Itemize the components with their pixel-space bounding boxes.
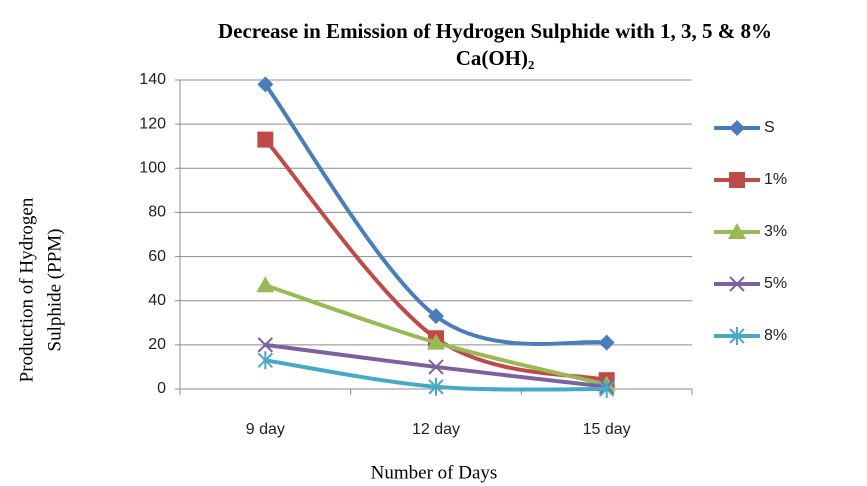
marker [729, 327, 745, 345]
marker [428, 359, 444, 375]
y-tick-label: 120 [139, 115, 166, 132]
x-axis-label: Number of Days [371, 462, 498, 483]
marker [256, 276, 275, 293]
y-tick-label: 40 [148, 292, 166, 309]
legend-item: S [714, 119, 775, 136]
marker [257, 337, 274, 353]
legend-label: 8% [764, 327, 787, 344]
x-tick-label: 15 day [583, 421, 631, 438]
marker [729, 120, 745, 136]
marker [729, 172, 745, 188]
marker [428, 308, 444, 325]
legend-item: 1% [714, 171, 787, 188]
legend-item: 5% [714, 275, 787, 292]
legend-item: 3% [714, 223, 787, 240]
marker [598, 334, 615, 351]
y-tick-label: 20 [148, 336, 166, 353]
marker [427, 333, 445, 350]
marker [257, 131, 274, 148]
legend-label: 3% [764, 223, 787, 240]
marker [257, 76, 274, 93]
y-axis-label: Production of Hydrogen [16, 197, 37, 382]
marker [257, 351, 274, 370]
y-tick-label: 80 [148, 204, 166, 221]
chart-title: Decrease in Emission of Hydrogen Sulphid… [218, 19, 772, 43]
y-tick-label: 100 [139, 160, 166, 177]
series-line [263, 82, 609, 346]
marker [729, 276, 745, 292]
chart-title: Ca(OH)₂ [456, 46, 535, 70]
x-tick-label: 9 day [246, 421, 285, 438]
y-axis-label: Sulphide (PPM) [44, 229, 65, 352]
legend-label: 1% [764, 171, 787, 188]
legend-label: S [764, 119, 775, 136]
legend-label: 5% [764, 275, 787, 292]
y-tick-label: 140 [139, 71, 166, 88]
legend-item: 8% [714, 327, 787, 345]
marker [428, 377, 444, 396]
y-tick-label: 0 [157, 380, 166, 397]
marker [598, 380, 615, 398]
marker [728, 223, 746, 239]
x-tick-label: 12 day [412, 421, 460, 438]
y-tick-label: 60 [148, 248, 166, 265]
